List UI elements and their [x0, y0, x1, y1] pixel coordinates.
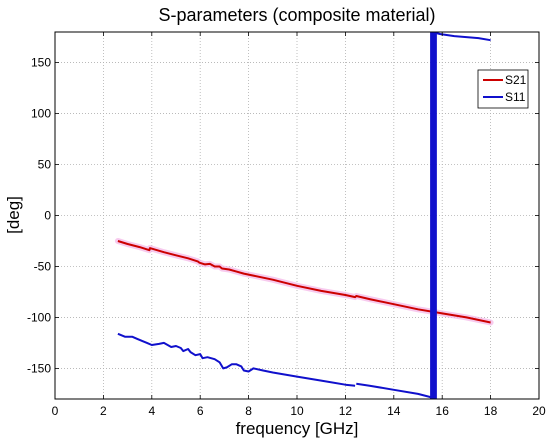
x-tick-label: 10 [290, 404, 304, 418]
series-s11-line [356, 382, 434, 399]
x-tick-label: 16 [436, 404, 450, 418]
grid-lines [55, 32, 539, 399]
x-tick-label: 20 [532, 404, 546, 418]
y-axis-label: [deg] [4, 196, 23, 234]
y-tick-label: 100 [31, 107, 51, 121]
x-tick-label: 8 [245, 404, 252, 418]
x-tick-label: 18 [484, 404, 498, 418]
x-tick-label: 14 [387, 404, 401, 418]
chart-title: S-parameters (composite material) [158, 5, 435, 25]
x-tick-label: 2 [100, 404, 107, 418]
y-tick-label: -150 [27, 361, 51, 375]
legend: S21 S11 [477, 69, 529, 109]
x-tick-label: 0 [52, 404, 59, 418]
y-tick-label: -50 [34, 259, 52, 273]
y-tick-label: 50 [38, 158, 52, 172]
y-tick-label: 0 [44, 209, 51, 223]
series-s21-line [117, 240, 491, 324]
legend-label-s11: S11 [505, 90, 526, 104]
y-tick-label: 150 [31, 56, 51, 70]
series-s11-line [432, 32, 491, 42]
y-tick-label: -100 [27, 310, 51, 324]
data-series [114, 32, 494, 399]
series-group [114, 32, 494, 399]
x-tick-label: 12 [339, 404, 353, 418]
series-s11-band [430, 32, 437, 399]
axis-ticks: 0 2 4 6 8 10 12 14 16 18 20 -150 -100 -50 0 50 100 150 [27, 32, 546, 418]
x-tick-label: 4 [148, 404, 155, 418]
x-axis-label: frequency [GHz] [236, 419, 359, 438]
legend-label-s21: S21 [505, 73, 527, 87]
series-s11-line [117, 332, 356, 387]
legend-box [477, 69, 529, 109]
x-tick-label: 6 [197, 404, 204, 418]
